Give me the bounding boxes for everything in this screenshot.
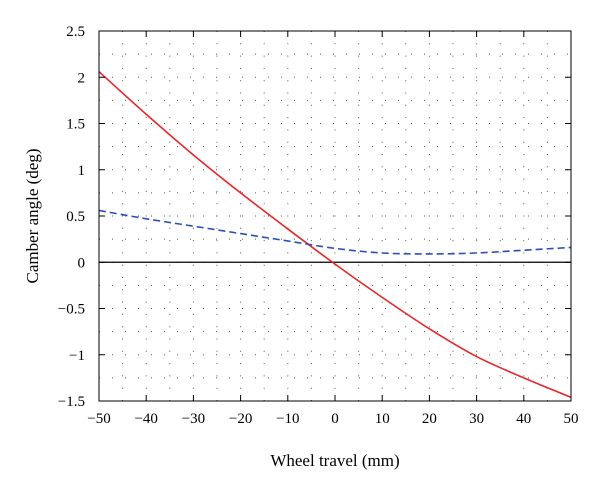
grid	[98, 30, 572, 402]
y-tick-label: 1	[78, 163, 86, 179]
x-tick-label: −10	[276, 411, 299, 427]
ticks: −50 −40 −30 −20 −10 0 10 20 30 40 50 −1.5 −1 −0.5 0 0.5…	[58, 24, 579, 427]
y-tick-label: −1.5	[58, 394, 85, 410]
x-tick-label: −30	[182, 411, 205, 427]
x-tick-label: 10	[375, 411, 390, 427]
y-tick-label: −0.5	[58, 302, 85, 318]
y-tick-label: 2.5	[66, 24, 85, 40]
x-tick-label: 50	[564, 411, 579, 427]
x-axis-label: Wheel travel (mm)	[270, 451, 399, 470]
y-tick-label: 1.5	[66, 117, 85, 133]
x-tick-label: 40	[516, 411, 531, 427]
y-tick-label: 2	[78, 70, 86, 86]
y-axis-label: Camber angle (deg)	[23, 149, 42, 284]
series-line-2	[98, 209, 572, 255]
x-tick-label: 0	[331, 411, 339, 427]
x-tick-label: −50	[87, 411, 110, 427]
y-tick-label: 0.5	[66, 209, 85, 225]
x-tick-label: −40	[134, 411, 157, 427]
x-tick-label: −20	[229, 411, 252, 427]
x-tick-label: 20	[422, 411, 437, 427]
series-layer	[98, 71, 572, 399]
y-tick-label: 0	[78, 255, 86, 271]
series-line-1	[98, 71, 572, 399]
x-tick-label: 30	[469, 411, 484, 427]
y-tick-label: −1	[69, 348, 85, 364]
